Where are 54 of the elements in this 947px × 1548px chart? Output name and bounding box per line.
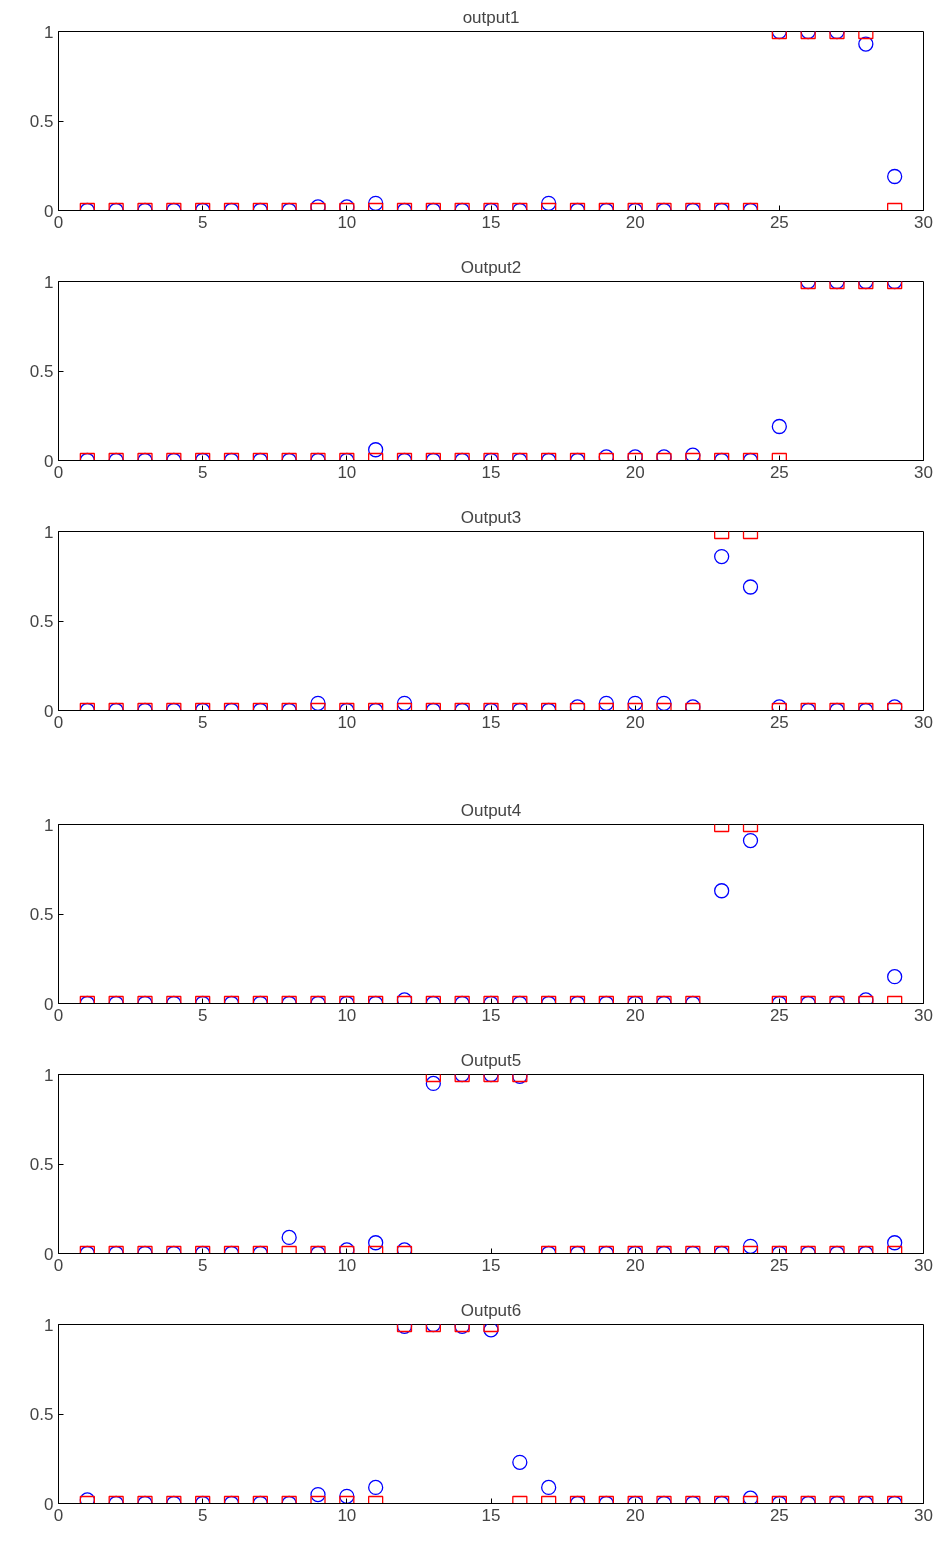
y-tick-label: 0.5 (29, 1155, 54, 1174)
x-tick-label: 30 (914, 462, 933, 482)
x-tick-label: 10 (337, 212, 357, 232)
x-tick-label: 5 (197, 712, 208, 732)
x-tick-label: 25 (769, 212, 789, 232)
x-tick-label: 5 (197, 1255, 208, 1275)
chart-title: Output2 (460, 257, 522, 277)
y-tick-label: 1 (44, 272, 54, 292)
chart-title: Output6 (460, 1300, 522, 1320)
y-tick-label: 1 (44, 22, 54, 42)
x-tick-label: 20 (625, 712, 645, 732)
y-tick-label: 0.5 (29, 612, 54, 631)
x-tick-label: 30 (914, 1505, 933, 1525)
x-tick-label: 10 (337, 712, 357, 732)
x-tick-label: 15 (481, 212, 501, 232)
x-tick-label: 15 (481, 1505, 501, 1525)
x-tick-label: 30 (914, 212, 933, 232)
x-tick-label: 20 (625, 1255, 645, 1275)
x-tick-label: 15 (481, 1005, 501, 1025)
x-tick-label: 25 (769, 462, 789, 482)
chart-title: Output4 (460, 800, 522, 820)
x-tick-label: 5 (197, 1505, 208, 1525)
x-tick-label: 5 (197, 1005, 208, 1025)
x-tick-label: 5 (197, 212, 208, 232)
y-tick-label: 0.5 (29, 112, 54, 131)
x-tick-label: 25 (769, 1255, 789, 1275)
x-tick-label: 25 (769, 1005, 789, 1025)
x-tick-label: 20 (625, 462, 645, 482)
x-tick-label: 30 (914, 712, 933, 732)
x-tick-label: 25 (769, 712, 789, 732)
x-tick-label: 15 (481, 1255, 501, 1275)
x-tick-label: 10 (337, 1505, 357, 1525)
chart-title: output1 (462, 7, 520, 27)
y-tick-label: 0.5 (29, 905, 54, 924)
chart-title: Output5 (460, 1050, 522, 1070)
y-tick-label: 0.5 (29, 1405, 54, 1424)
x-tick-label: 30 (914, 1255, 933, 1275)
x-tick-label: 10 (337, 462, 357, 482)
x-tick-label: 20 (625, 1505, 645, 1525)
x-tick-label: 15 (481, 712, 501, 732)
y-tick-label: 1 (44, 1065, 54, 1085)
x-tick-label: 10 (337, 1255, 357, 1275)
x-tick-label: 5 (197, 462, 208, 482)
y-tick-label: 0.5 (29, 362, 54, 381)
x-tick-label: 20 (625, 1005, 645, 1025)
x-tick-label: 15 (481, 462, 501, 482)
y-tick-label: 1 (44, 1315, 54, 1335)
x-tick-label: 20 (625, 212, 645, 232)
x-tick-label: 30 (914, 1005, 933, 1025)
y-tick-label: 1 (44, 522, 54, 542)
x-tick-label: 10 (337, 1005, 357, 1025)
x-tick-label: 25 (769, 1505, 789, 1525)
chart-title: Output3 (460, 507, 522, 527)
y-tick-label: 1 (44, 815, 54, 835)
